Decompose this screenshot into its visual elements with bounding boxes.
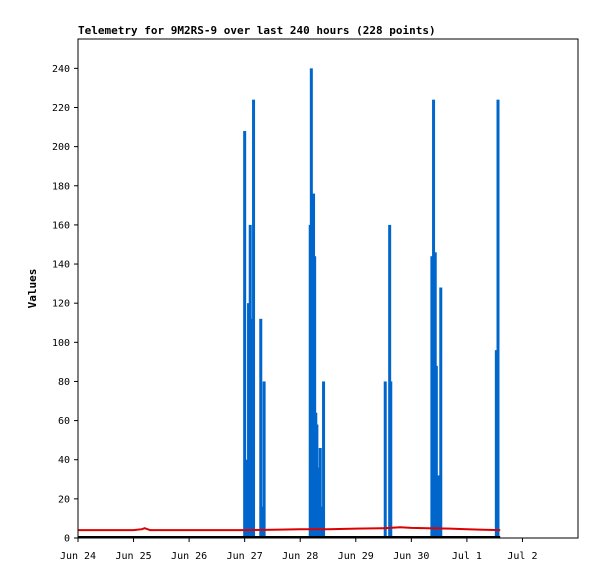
y-tick-label: 120 [52, 299, 70, 310]
bar [250, 318, 254, 538]
bar [247, 303, 251, 538]
bar [434, 365, 438, 538]
bar [432, 99, 436, 538]
y-tick-label: 60 [58, 416, 70, 427]
bar [496, 99, 500, 538]
bar [439, 287, 443, 538]
x-axis: Jun 24 Jun 25 Jun 26 Jun 27 Jun 28 Jun 29 Jun … [60, 538, 537, 562]
bar [248, 224, 252, 538]
y-tick-label: 20 [58, 494, 70, 505]
plot-frame [77, 38, 579, 539]
chart-title: Telemetry for 9M2RS-9 over last 240 hour… [78, 24, 436, 37]
x-tick-label: Jul 2 [507, 551, 537, 562]
bar [262, 381, 266, 538]
y-tick-label: 140 [52, 260, 70, 271]
bar [260, 506, 264, 538]
bar [430, 256, 434, 538]
bar [322, 381, 326, 538]
y-tick-label: 180 [52, 181, 70, 192]
x-tick-label: Jun 29 [338, 551, 374, 562]
bar [383, 381, 387, 538]
x-tick-label: Jun 26 [171, 551, 207, 562]
bar [243, 130, 247, 539]
bar [245, 459, 249, 538]
x-tick-label: Jun 25 [115, 551, 151, 562]
y-tick-label: 40 [58, 455, 70, 466]
plot-area [78, 68, 501, 539]
y-tick-label: 200 [52, 142, 70, 153]
bar [319, 506, 323, 538]
bar [494, 350, 498, 538]
bar [313, 256, 317, 538]
y-tick-label: 160 [52, 220, 70, 231]
y-tick-label: 220 [52, 103, 70, 114]
x-tick-label: Jun 27 [227, 551, 263, 562]
bar [318, 447, 322, 538]
x-tick-label: Jun 28 [282, 551, 318, 562]
bar [436, 475, 440, 538]
y-axis: 0 20 40 60 80 100 120 140 160 180 200 220 240 [52, 64, 78, 545]
y-tick-label: 0 [64, 534, 70, 545]
y-axis-title: Values [26, 269, 39, 309]
x-tick-label: Jun 30 [393, 551, 429, 562]
x-tick-label: Jul 1 [452, 551, 482, 562]
x-tick-label: Jun 24 [60, 551, 96, 562]
series-line [78, 526, 501, 532]
bar [252, 99, 256, 538]
y-tick-label: 240 [52, 64, 70, 75]
bar [259, 318, 263, 538]
bar [389, 381, 393, 538]
y-tick-label: 100 [52, 338, 70, 349]
y-tick-label: 80 [58, 377, 70, 388]
